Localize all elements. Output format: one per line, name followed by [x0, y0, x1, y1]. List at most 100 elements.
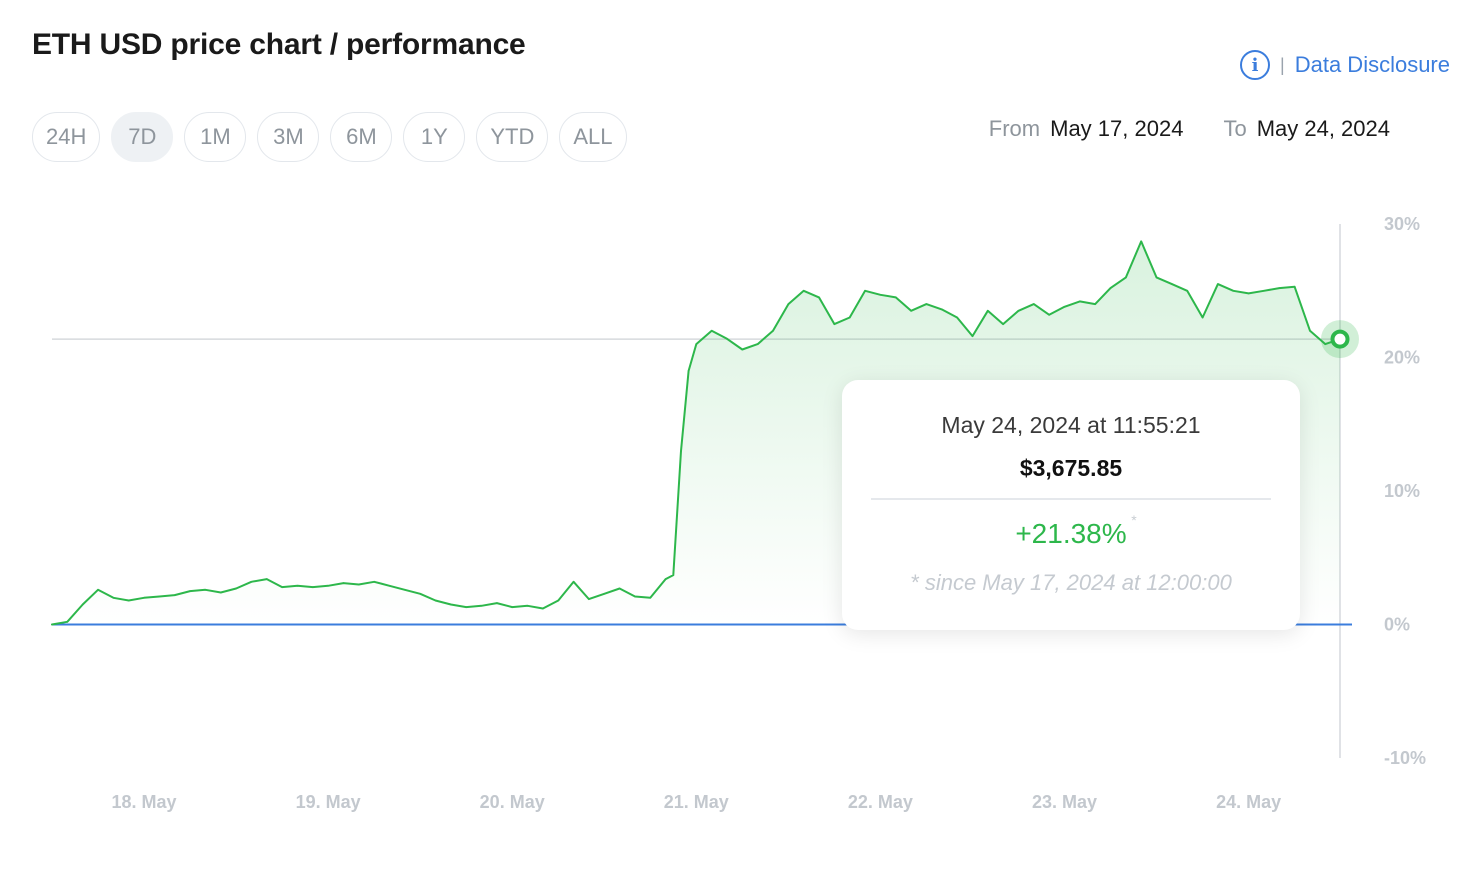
y-tick-label: 30% [1384, 214, 1420, 234]
data-point [434, 599, 437, 602]
data-point [787, 303, 790, 305]
data-point [312, 586, 314, 588]
data-point [296, 585, 299, 587]
data-point [572, 581, 575, 583]
data-point [97, 589, 99, 591]
data-point [1293, 285, 1296, 288]
data-point [672, 574, 675, 576]
data-point [250, 581, 253, 583]
data-point [66, 621, 69, 623]
range-button-6m[interactable]: 6M [330, 112, 393, 162]
x-tick-label: 18. May [111, 792, 176, 812]
data-point [342, 582, 345, 584]
data-point [634, 595, 636, 598]
x-tick-label: 23. May [1032, 792, 1097, 812]
data-point [649, 597, 652, 599]
data-point [204, 589, 207, 591]
highlight-point [1330, 329, 1350, 349]
tooltip-datetime: May 24, 2024 at 11:55:21 [941, 412, 1201, 438]
data-point [833, 323, 836, 325]
data-point [1140, 240, 1142, 243]
data-point [450, 603, 452, 606]
date-range: From May 17, 2024 To May 24, 2024 [989, 116, 1390, 142]
data-point [173, 594, 176, 596]
data-point [680, 450, 682, 452]
data-point [557, 599, 560, 602]
data-point [220, 591, 222, 594]
data-point [710, 330, 713, 332]
range-button-7d[interactable]: 7D [111, 112, 174, 162]
data-point [1263, 290, 1265, 292]
y-tick-label: 10% [1384, 481, 1420, 501]
data-point [1232, 290, 1235, 292]
data-point [81, 603, 84, 606]
data-point [1186, 290, 1188, 292]
data-point [1109, 287, 1112, 289]
range-button-1y[interactable]: 1Y [403, 112, 466, 162]
y-tick-label: 0% [1384, 615, 1410, 635]
y-tick-label: 20% [1384, 348, 1420, 368]
data-point [1063, 306, 1066, 308]
data-point [51, 623, 53, 626]
data-point [664, 578, 667, 580]
data-point [143, 597, 145, 599]
data-point [1324, 343, 1327, 345]
data-point [687, 370, 690, 372]
data-point [772, 330, 774, 332]
range-button-3m[interactable]: 3M [257, 112, 320, 162]
data-point [266, 578, 268, 580]
data-point [526, 605, 529, 607]
from-label: From [988, 116, 1041, 141]
data-point [112, 597, 115, 599]
data-point [1094, 303, 1096, 305]
data-point [925, 303, 928, 305]
data-point [189, 590, 191, 592]
data-point [941, 308, 943, 311]
data-point [511, 606, 513, 608]
x-tick-label: 19. May [296, 792, 361, 812]
data-point [158, 595, 161, 598]
data-point [1017, 310, 1020, 312]
data-point [373, 581, 376, 583]
data-point [465, 606, 468, 608]
range-button-1m[interactable]: 1M [184, 112, 247, 162]
data-point [1278, 287, 1281, 289]
data-point [542, 607, 544, 610]
tooltip-change-value: +21.38% [1015, 517, 1127, 549]
data-point [971, 335, 974, 337]
x-tick-label: 22. May [848, 792, 913, 812]
data-point [956, 316, 958, 319]
x-tick-label: 24. May [1216, 792, 1281, 812]
data-point [496, 602, 498, 604]
disclosure-separator: | [1280, 54, 1285, 75]
data-point [1079, 300, 1081, 303]
data-disclosure-link[interactable]: Data Disclosure [1294, 52, 1450, 77]
tooltip-price: $3,675.85 [1019, 455, 1123, 481]
data-point [1155, 276, 1158, 279]
x-tick-label: 21. May [664, 792, 729, 812]
tooltip-since-note: * since May 17, 2024 at 12:00:00 [910, 569, 1232, 595]
to-date[interactable]: May 24, 2024 [1256, 116, 1390, 141]
data-point [848, 316, 851, 319]
data-disclosure: i | Data Disclosure [1240, 50, 1450, 80]
data-point [818, 296, 820, 299]
info-icon[interactable]: i [1240, 50, 1271, 80]
range-button-24h[interactable]: 24H [32, 112, 101, 162]
data-point [864, 290, 866, 292]
data-point [419, 593, 422, 595]
range-button-all[interactable]: ALL [559, 112, 627, 162]
data-point [1247, 292, 1250, 295]
data-point [618, 587, 621, 590]
data-point [281, 586, 283, 588]
data-point [327, 585, 329, 587]
data-point [588, 598, 590, 600]
y-tick-label: -10% [1384, 748, 1426, 768]
range-button-ytd[interactable]: YTD [476, 112, 549, 162]
tooltip-change: +21.38% * [1015, 512, 1136, 550]
tooltip-divider [871, 498, 1271, 500]
from-date[interactable]: May 17, 2024 [1050, 116, 1184, 141]
range-selector: 24H 7D 1M 3M 6M 1Y YTD ALL [32, 112, 627, 162]
data-point [404, 589, 406, 591]
data-point [741, 348, 744, 351]
data-point [603, 593, 606, 595]
